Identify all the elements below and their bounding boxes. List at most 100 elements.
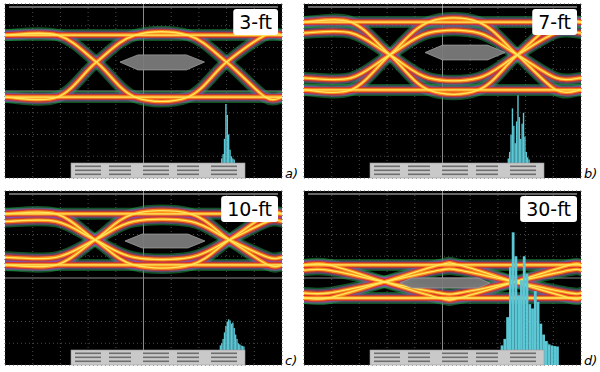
- grid-line: [5, 112, 282, 113]
- status-text-line: [442, 174, 468, 176]
- grid-line: [5, 156, 282, 157]
- status-text-line: [476, 170, 498, 172]
- status-text-line: [408, 170, 430, 172]
- trace-glow: [5, 33, 282, 101]
- status-text-line: [510, 166, 536, 168]
- trace-glow: [304, 264, 581, 300]
- trace-glow: [304, 30, 581, 79]
- status-text-line: [510, 170, 536, 172]
- status-box: [370, 350, 544, 365]
- status-text-line: [476, 166, 498, 168]
- histogram-bar: [548, 344, 551, 365]
- trace-glow: [304, 31, 581, 81]
- status-text-line: [109, 166, 131, 168]
- status-text-line: [442, 361, 468, 363]
- status-text-line: [75, 170, 101, 172]
- grid-line: [304, 112, 581, 113]
- status-box: [71, 350, 245, 365]
- title-background: [520, 196, 577, 222]
- plot-area: [5, 211, 282, 365]
- status-bar: [370, 350, 544, 365]
- grid-line: [304, 234, 581, 235]
- status-text-line: [408, 353, 430, 355]
- figure: 3-fta)7-ftb)10-ftc)30-ftd): [0, 0, 600, 372]
- histogram-bar: [551, 345, 554, 365]
- status-text-line: [177, 166, 199, 168]
- status-text-line: [476, 174, 498, 176]
- scope-screen: [304, 4, 581, 178]
- grid-line: [5, 191, 282, 192]
- status-text-line: [109, 361, 131, 363]
- grid-line: [304, 191, 581, 192]
- status-text-line: [109, 174, 131, 176]
- eye-trace: [304, 263, 581, 299]
- title: 3-ft: [239, 11, 272, 33]
- trigger-bar: [308, 193, 577, 194]
- eye-trace: [304, 297, 581, 298]
- trace-glow: [304, 264, 581, 300]
- panel-caption: c): [285, 353, 297, 368]
- grid-line: [5, 278, 282, 279]
- trace-glow: [304, 269, 581, 294]
- status-text-line: [109, 170, 131, 172]
- status-bar: [370, 163, 544, 178]
- histogram-bar: [545, 341, 548, 365]
- eye-trace: [5, 220, 282, 259]
- status-bar: [71, 163, 245, 178]
- grid-line: [304, 4, 581, 5]
- status-text-line: [143, 166, 169, 168]
- trace-glow: [5, 95, 282, 99]
- status-text-line: [408, 357, 430, 359]
- status-text-line: [211, 361, 237, 363]
- grid-line: [5, 343, 282, 344]
- status-text-line: [374, 170, 400, 172]
- title-background: [532, 9, 577, 35]
- eye-mask: [425, 45, 505, 60]
- trace-glow: [304, 264, 581, 300]
- status-text-line: [442, 353, 468, 355]
- status-text-line: [476, 357, 498, 359]
- trace-glow: [5, 219, 282, 258]
- eye-trace: [304, 31, 581, 81]
- eye-trace: [5, 264, 282, 265]
- status-text-line: [177, 361, 199, 363]
- grid-line: [304, 321, 581, 322]
- scope-panel: 3-fta): [5, 4, 298, 181]
- histogram-bar: [553, 346, 556, 365]
- trace-glow: [5, 220, 282, 259]
- grid-line: [5, 134, 282, 135]
- title-box: 10-ft: [221, 196, 278, 222]
- trigger-bar: [9, 193, 278, 194]
- histogram-bar: [556, 347, 559, 365]
- status-box: [71, 163, 245, 178]
- trace-glow: [304, 31, 581, 81]
- grid-line: [5, 4, 282, 5]
- status-text-line: [75, 174, 101, 176]
- grid-line: [304, 156, 581, 157]
- eye-mask: [400, 278, 490, 288]
- status-text-line: [374, 361, 400, 363]
- status-text-line: [177, 357, 199, 359]
- eye-trace: [304, 264, 581, 265]
- scope-screen: [304, 191, 581, 365]
- eye-trace: [5, 33, 282, 101]
- histogram-bar: [523, 256, 526, 365]
- eye-mask: [120, 55, 204, 70]
- trace-glow: [5, 32, 282, 100]
- title: 30-ft: [526, 198, 571, 220]
- trace-glow: [304, 30, 581, 79]
- trace-glow: [304, 263, 581, 299]
- trace-glow: [5, 32, 282, 100]
- status-text-line: [211, 166, 237, 168]
- status-text-line: [374, 166, 400, 168]
- trace-glow: [5, 219, 282, 258]
- plot-area: [304, 232, 581, 365]
- status-text-line: [143, 170, 169, 172]
- eye-mask: [125, 234, 205, 248]
- status-text-line: [211, 357, 237, 359]
- status-text-line: [408, 361, 430, 363]
- title-box: 7-ft: [532, 9, 577, 35]
- plot-area: [5, 32, 282, 178]
- status-text-line: [442, 166, 468, 168]
- eye-trace: [5, 32, 282, 100]
